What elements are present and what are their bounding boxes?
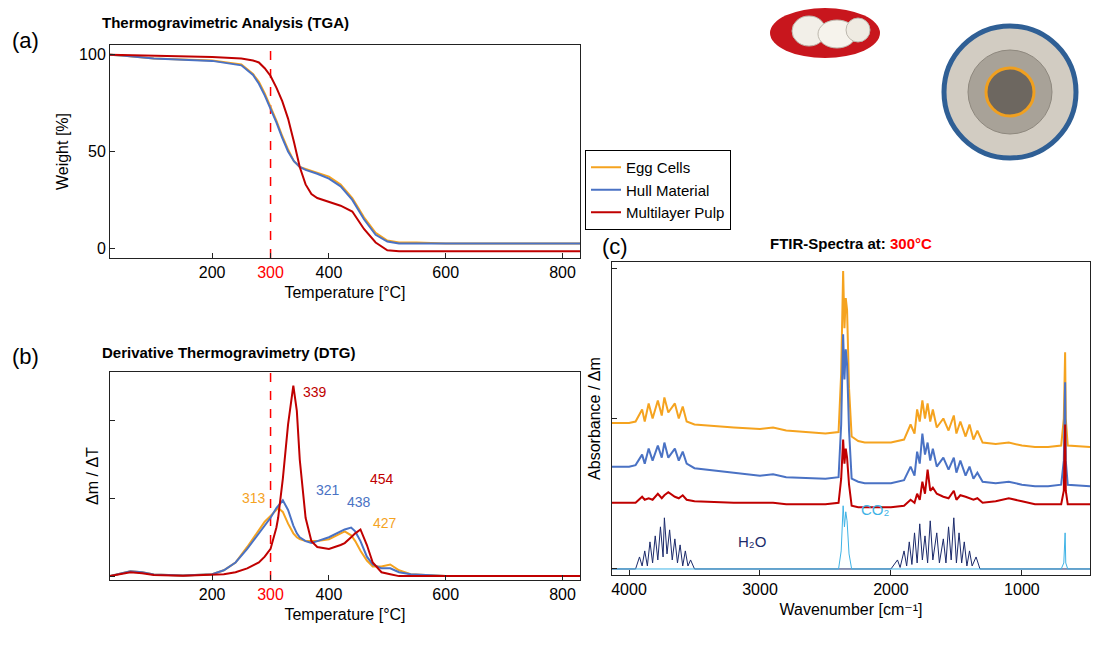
svg-text:800: 800	[549, 264, 576, 281]
svg-text:200: 200	[199, 264, 226, 281]
svg-text:(b): (b)	[12, 344, 39, 369]
svg-text:300: 300	[257, 264, 284, 281]
svg-text:(a): (a)	[12, 28, 39, 53]
svg-text:400: 400	[316, 264, 343, 281]
svg-text:Hull Material: Hull Material	[626, 182, 709, 199]
svg-text:600: 600	[432, 586, 459, 603]
svg-text:3000: 3000	[742, 581, 778, 598]
svg-text:Δm / ΔT: Δm / ΔT	[84, 447, 101, 505]
svg-text:800: 800	[549, 586, 576, 603]
svg-text:600: 600	[432, 264, 459, 281]
svg-text:1000: 1000	[1004, 581, 1040, 598]
svg-text:Absorbance / Δm: Absorbance / Δm	[586, 357, 603, 480]
svg-text:100: 100	[79, 46, 106, 63]
svg-text:Thermogravimetric Analysis (TG: Thermogravimetric Analysis (TGA)	[102, 14, 349, 31]
svg-text:339: 339	[303, 384, 327, 400]
svg-text:50: 50	[88, 143, 106, 160]
svg-text:438: 438	[347, 494, 371, 510]
svg-text:300: 300	[257, 586, 284, 603]
svg-text:Temperature [°C]: Temperature [°C]	[284, 284, 405, 301]
svg-text:CO₂: CO₂	[861, 501, 890, 518]
svg-text:2000: 2000	[873, 581, 909, 598]
svg-text:200: 200	[199, 586, 226, 603]
svg-text:FTIR-Spectra at: 300°C: FTIR-Spectra at: 300°C	[770, 235, 932, 252]
svg-text:Temperature [°C]: Temperature [°C]	[284, 606, 405, 623]
svg-text:Multilayer Pulp: Multilayer Pulp	[626, 204, 724, 221]
svg-text:400: 400	[316, 586, 343, 603]
svg-text:427: 427	[373, 515, 397, 531]
svg-text:Wavenumber [cm⁻¹]: Wavenumber [cm⁻¹]	[780, 601, 923, 618]
svg-text:Derivative Thermogravimetry (D: Derivative Thermogravimetry (DTG)	[102, 344, 355, 361]
svg-text:0: 0	[97, 240, 106, 257]
svg-text:(c): (c)	[602, 234, 628, 259]
svg-text:321: 321	[316, 482, 340, 498]
svg-text:454: 454	[370, 471, 394, 487]
svg-text:Egg Cells: Egg Cells	[626, 159, 690, 176]
svg-text:4000: 4000	[611, 581, 647, 598]
svg-text:H₂O: H₂O	[738, 533, 766, 550]
svg-text:313: 313	[242, 490, 266, 506]
svg-text:Weight [%]: Weight [%]	[54, 113, 71, 190]
